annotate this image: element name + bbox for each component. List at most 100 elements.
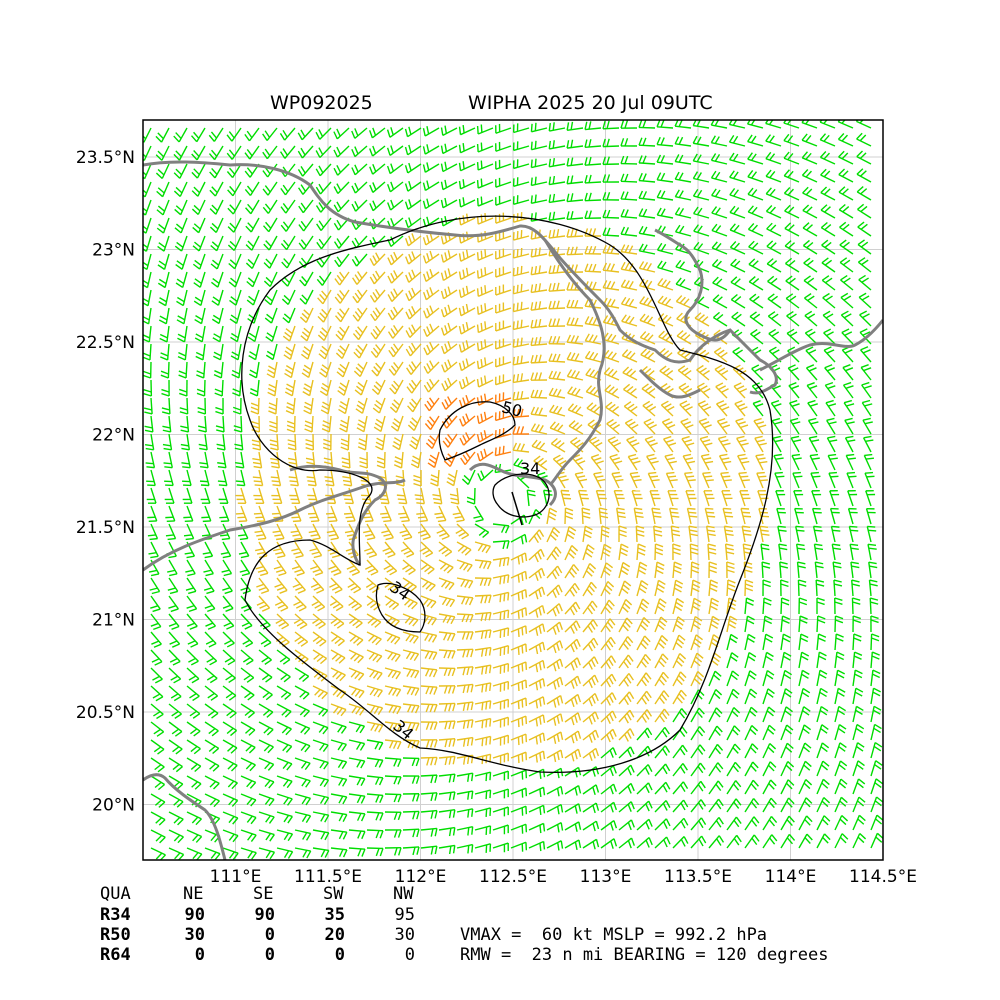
wind-barb <box>530 283 548 294</box>
wind-barb <box>318 343 332 360</box>
wind-barb <box>371 379 386 396</box>
wind-barb <box>680 418 694 435</box>
wind-barb <box>730 276 746 291</box>
wind-barb <box>785 275 800 291</box>
wind-barb <box>162 415 172 433</box>
wind-barb <box>730 258 746 273</box>
wind-barb <box>711 223 728 237</box>
wind-barb <box>197 415 207 433</box>
wind-barb <box>286 415 296 433</box>
wind-barb <box>143 397 153 415</box>
wind-barb <box>656 172 674 183</box>
wind-barb <box>602 191 620 201</box>
wind-barb <box>250 397 260 415</box>
wind-barb <box>425 433 440 450</box>
wind-barb <box>584 139 602 149</box>
wind-barb <box>405 251 422 265</box>
wind-barb <box>297 127 314 141</box>
wind-barb <box>244 181 260 196</box>
wind-barb <box>370 307 386 322</box>
r34-ne: 90 <box>184 905 205 925</box>
wind-barb <box>570 437 584 453</box>
wind-barb <box>550 437 566 453</box>
wind-barb <box>530 301 548 311</box>
wind-barb <box>387 199 404 211</box>
wind-barb <box>422 198 440 210</box>
wind-barb <box>351 145 368 158</box>
wind-barb <box>639 313 656 327</box>
wind-barb <box>566 299 584 309</box>
wind-barb <box>352 271 368 285</box>
wind-barb <box>566 139 584 149</box>
wind-barb <box>805 346 818 363</box>
wind-barb <box>756 471 768 489</box>
wind-barb <box>458 303 476 317</box>
r34-sw: 35 <box>324 905 345 925</box>
wind-barb <box>512 408 530 418</box>
wind-barb <box>247 325 260 343</box>
wind-barb <box>406 361 422 375</box>
wind-barb <box>859 310 872 327</box>
wind-barb <box>548 370 566 381</box>
wind-barb <box>819 151 836 165</box>
wind-barb <box>566 369 584 381</box>
wind-barb <box>155 163 170 180</box>
wind-barb <box>638 278 656 291</box>
wind-barb <box>209 199 224 215</box>
r34-nw: 95 <box>394 905 415 925</box>
wind-barb <box>548 282 566 292</box>
r64-sw: 0 <box>334 945 345 965</box>
wind-barb <box>590 453 604 471</box>
wind-barb <box>822 310 836 327</box>
wind-barb <box>173 145 188 161</box>
wind-barb <box>821 275 836 291</box>
wind-barb <box>495 159 512 170</box>
wind-barb <box>227 199 242 215</box>
wind-barb <box>841 328 854 345</box>
wind-barb <box>179 397 189 415</box>
wind-barb <box>155 127 170 143</box>
wind-barb <box>675 259 692 273</box>
wind-barb <box>840 310 854 327</box>
wind-barb <box>404 199 422 210</box>
wind-barb <box>211 307 224 325</box>
wind-barb <box>321 415 332 433</box>
wind-barb <box>263 253 278 269</box>
wind-barb <box>393 451 404 469</box>
wind-barb <box>235 487 247 504</box>
wind-barb <box>156 217 170 234</box>
wind-barb <box>210 271 224 288</box>
wind-barb <box>476 285 494 297</box>
wind-barb <box>773 453 784 471</box>
lon-tick-label: 113.5°E <box>664 867 732 887</box>
wind-barb <box>173 181 188 198</box>
wind-barb <box>300 343 314 360</box>
wind-barb <box>458 143 476 154</box>
wind-barb <box>386 127 404 138</box>
wind-barb <box>196 379 206 397</box>
wind-barb <box>357 433 368 451</box>
wind-barb <box>802 239 818 255</box>
wind-barb <box>232 379 242 397</box>
wind-barb <box>643 418 657 435</box>
wind-barb <box>181 451 191 469</box>
wind-barb <box>820 186 836 201</box>
wind-barb <box>476 303 494 316</box>
wind-barb <box>712 276 728 291</box>
wind-barb <box>369 270 386 285</box>
wind-barb <box>440 286 458 300</box>
wind-barb <box>228 271 242 288</box>
wind-barb <box>307 505 320 523</box>
wind-barb <box>860 346 872 363</box>
wind-barb <box>440 304 458 318</box>
wind-barb <box>334 271 350 286</box>
wind-barb <box>642 400 657 417</box>
wind-barb <box>179 379 188 397</box>
wind-barb <box>512 265 530 277</box>
wind-barb <box>430 469 440 487</box>
wind-barb <box>857 221 872 237</box>
wind-barb <box>738 471 750 489</box>
wind-barb <box>861 381 872 399</box>
wind-barb <box>388 343 404 358</box>
wind-barb <box>862 417 873 435</box>
